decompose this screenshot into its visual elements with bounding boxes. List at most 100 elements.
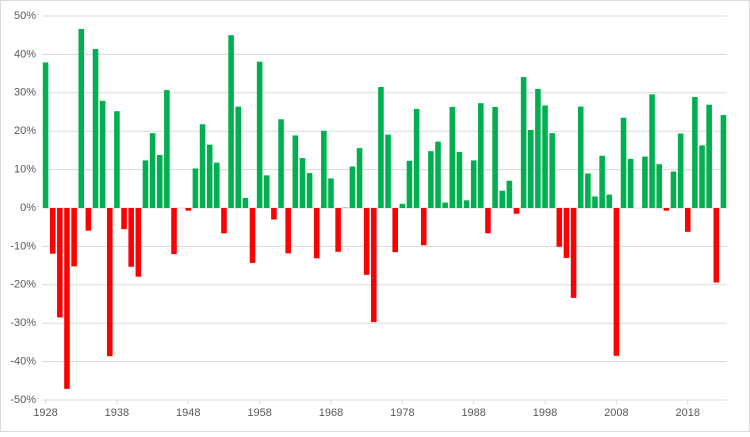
bar: [100, 101, 106, 208]
bar: [435, 142, 441, 208]
bar: [143, 160, 149, 208]
bar: [699, 145, 705, 208]
bar: [207, 145, 213, 208]
bar: [314, 208, 320, 258]
y-tick-label: -50%: [10, 394, 36, 406]
x-tick-label: 1968: [319, 407, 343, 419]
bar: [521, 77, 527, 208]
x-tick-label: 2018: [676, 407, 700, 419]
bar: [221, 208, 227, 233]
bar: [421, 208, 427, 245]
bar: [271, 208, 277, 220]
bar: [128, 208, 134, 267]
bar: [606, 195, 612, 208]
bar: [107, 208, 113, 356]
bar: [185, 208, 191, 211]
bar: [685, 208, 691, 232]
bar: [64, 208, 70, 389]
bar: [364, 208, 370, 275]
bar: [642, 157, 648, 208]
y-tick-label: -20%: [10, 279, 36, 291]
x-tick-label: 1938: [105, 407, 129, 419]
bar: [328, 178, 334, 208]
bar: [706, 105, 712, 208]
y-tick-label: 0%: [20, 202, 36, 214]
y-tick-label: 10%: [14, 164, 36, 176]
bar: [321, 131, 327, 208]
x-tick-label: 1998: [533, 407, 557, 419]
bar: [542, 105, 548, 208]
bar: [585, 173, 591, 208]
bar: [492, 107, 498, 208]
bar: [392, 208, 398, 252]
y-tick-label: 30%: [14, 87, 36, 99]
bar: [564, 208, 570, 258]
bar: [571, 208, 577, 298]
bar: [499, 191, 505, 208]
y-tick-label: 50%: [14, 10, 36, 22]
bar: [57, 208, 63, 317]
bar: [628, 159, 634, 208]
bar: [385, 135, 391, 208]
bar: [592, 196, 598, 208]
x-tick-label: 1958: [247, 407, 271, 419]
bar: [171, 208, 177, 254]
bar: [335, 208, 341, 252]
bar: [243, 198, 249, 208]
bar: [414, 109, 420, 208]
bar: [578, 107, 584, 208]
bar: [514, 208, 520, 214]
bar: [656, 164, 662, 208]
y-tick-label: -40%: [10, 356, 36, 368]
bar: [378, 87, 384, 208]
bar: [507, 181, 513, 208]
bar: [193, 168, 199, 208]
bar: [599, 156, 605, 208]
x-tick-label: 1988: [461, 407, 485, 419]
bar: [71, 208, 77, 266]
bar: [428, 151, 434, 208]
bar: [357, 148, 363, 208]
bar: [350, 167, 356, 208]
bar: [278, 119, 284, 208]
y-tick-label: -10%: [10, 240, 36, 252]
bar: [300, 158, 306, 208]
bar: [621, 118, 627, 208]
bar: [93, 49, 99, 208]
bar: [293, 135, 299, 208]
bar: [136, 208, 142, 277]
bar: [214, 163, 220, 208]
bar: [371, 208, 377, 322]
bar: [157, 155, 163, 208]
x-tick-label: 1928: [33, 407, 57, 419]
bar: [264, 175, 270, 208]
bar: [43, 62, 49, 208]
bar: [50, 208, 56, 254]
x-tick-label: 2008: [604, 407, 628, 419]
bar: [228, 35, 234, 208]
bar: [307, 173, 313, 208]
bar: [164, 90, 170, 208]
bar: [457, 152, 463, 208]
bar: [78, 29, 84, 208]
bar: [285, 208, 291, 253]
bar: [721, 115, 727, 208]
bar: [535, 89, 541, 208]
bar: [714, 208, 720, 282]
y-tick-label: 40%: [14, 48, 36, 60]
bar: [485, 208, 491, 233]
bar: [257, 62, 263, 208]
bar: [528, 130, 534, 208]
bar: [671, 172, 677, 208]
bar: [471, 160, 477, 208]
bar: [407, 161, 413, 208]
bar: [478, 103, 484, 208]
bar: [400, 204, 406, 208]
x-tick-label: 1978: [390, 407, 414, 419]
bar: [614, 208, 620, 356]
x-tick-label: 1948: [176, 407, 200, 419]
bar: [86, 208, 92, 231]
bar: [464, 200, 470, 208]
y-tick-label: 20%: [14, 125, 36, 137]
